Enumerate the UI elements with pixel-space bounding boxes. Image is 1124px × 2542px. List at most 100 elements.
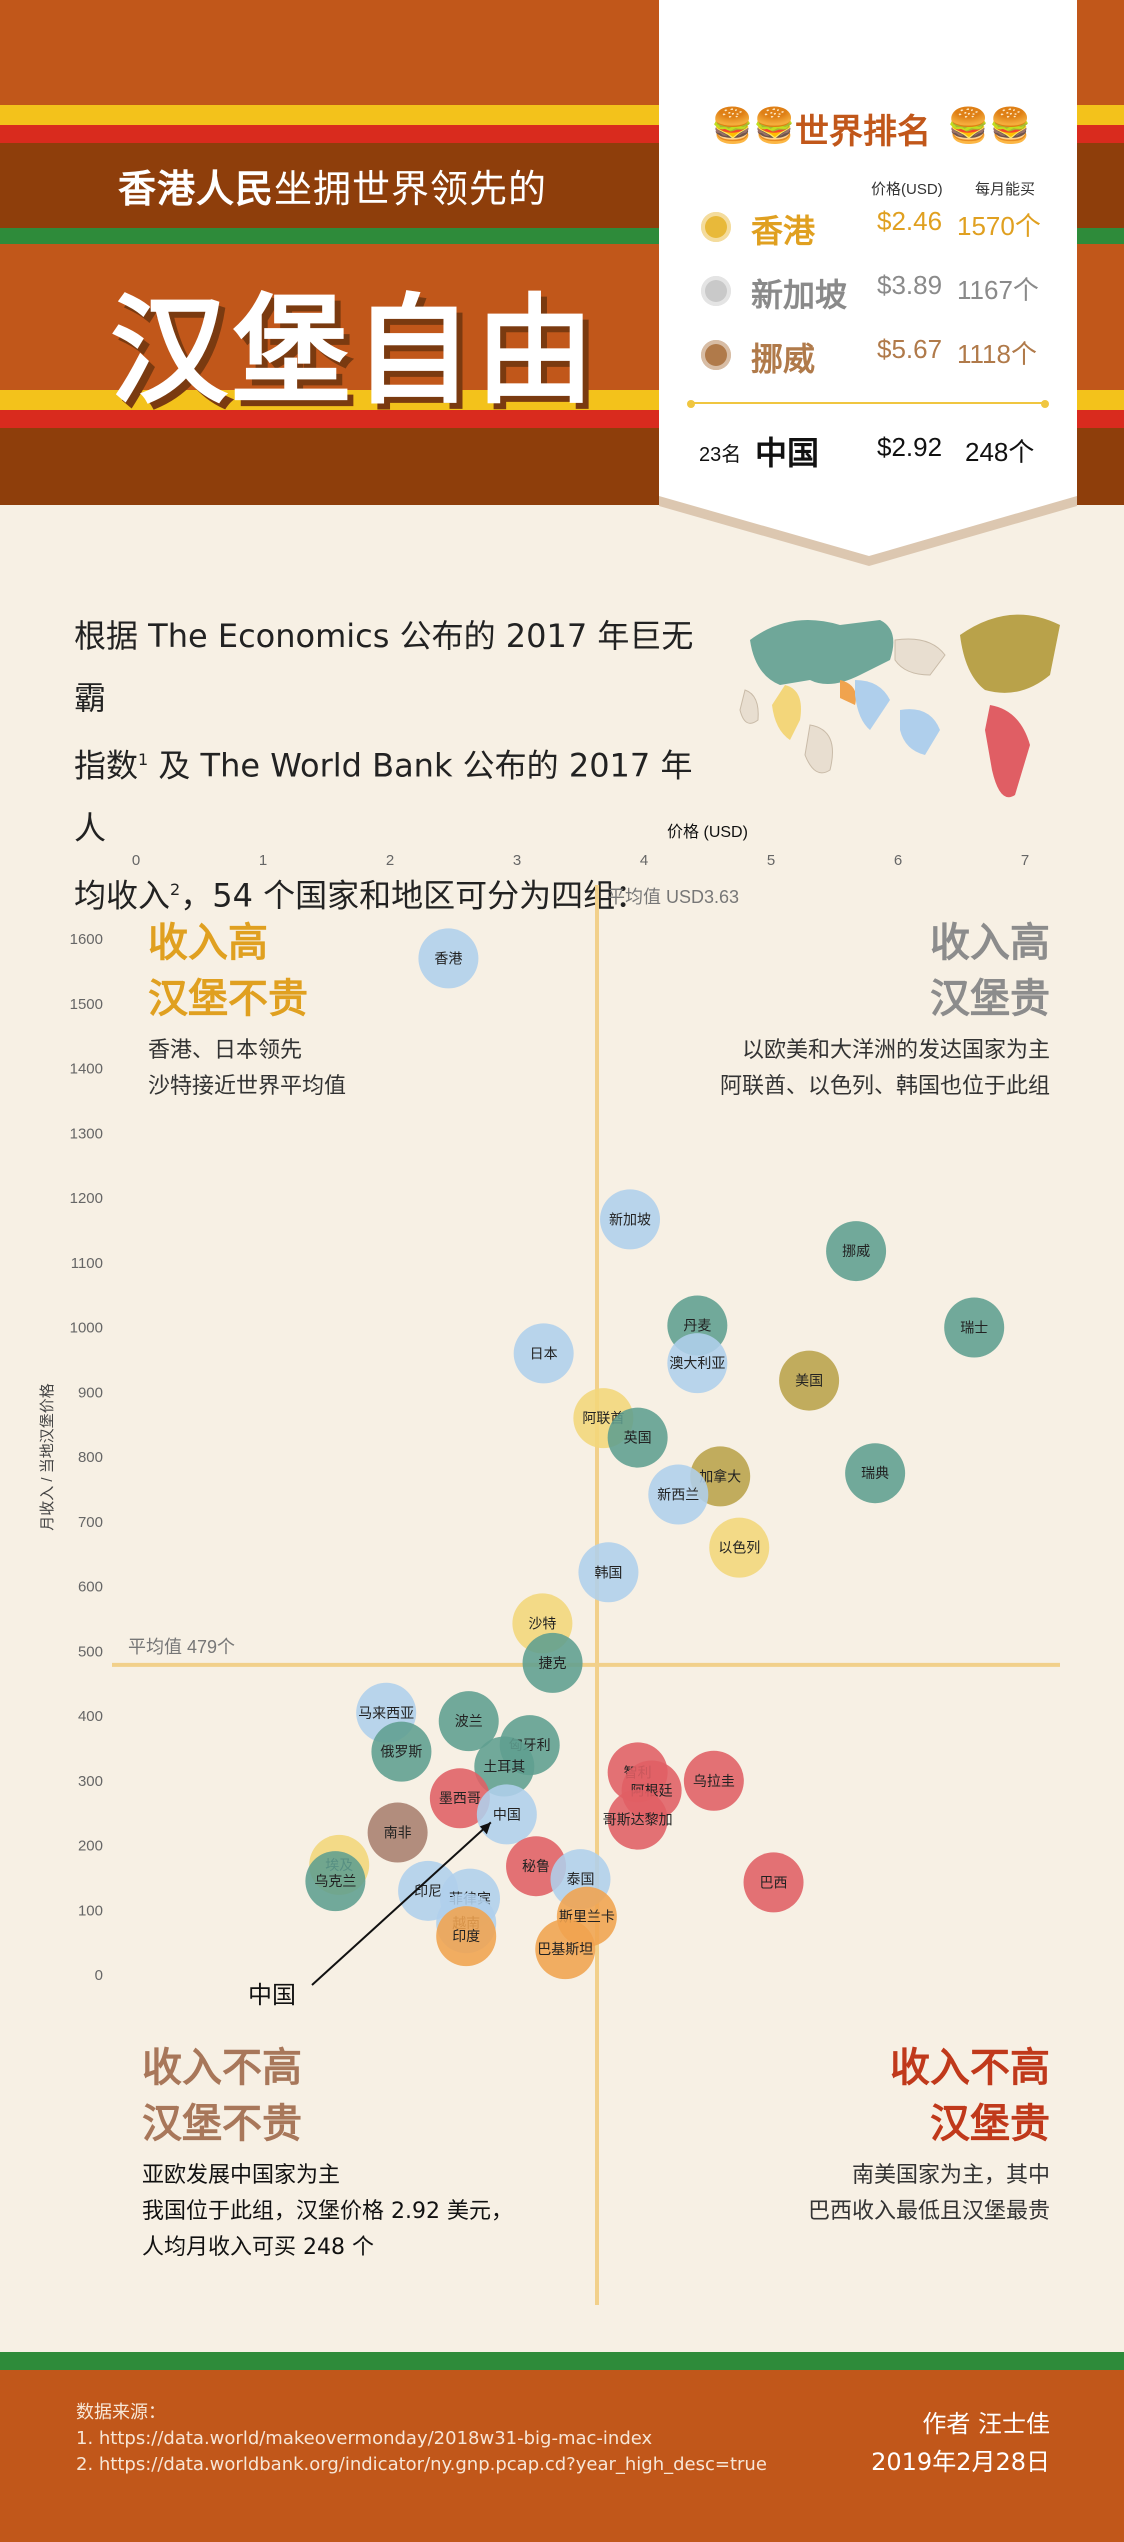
data-point: 以色列: [709, 1517, 770, 1578]
point-label: 以色列: [718, 1540, 760, 1557]
y-tick-label: 200: [78, 1838, 103, 1855]
quadrant-br-title-2: 汉堡贵: [930, 2101, 1050, 2147]
data-point: 新加坡: [600, 1189, 661, 1250]
point-label: 乌拉圭: [693, 1774, 735, 1790]
quadrant-tl-desc-2: 沙特接近世界平均值: [148, 1074, 347, 1099]
author-name: 作者 汪士佳: [922, 2410, 1050, 2438]
point-label: 秘鲁: [522, 1859, 550, 1875]
footer-stripe-green: [0, 2352, 1124, 2370]
china-rank: 23名: [699, 444, 742, 466]
point-label: 土耳其: [483, 1760, 525, 1776]
point-marker: [513, 1323, 574, 1384]
data-point: 乌拉圭: [683, 1750, 744, 1811]
point-marker: [600, 1189, 661, 1250]
ranking-card-pointer: [659, 488, 1077, 566]
point-marker: [607, 1789, 668, 1850]
data-point: 墨西哥: [429, 1768, 490, 1829]
ranking-card: 🍔🍔 世界排名 🍔🍔 价格(USD) 每月能买 香港 $2.46 1570个 新加坡 $…: [659, 0, 1077, 490]
quadrant-br-desc-1: 南美国家为主，其中: [851, 2163, 1050, 2188]
footer-author: 作者 汪士佳 2019年2月28日: [871, 2405, 1050, 2481]
gold-medal-icon: [701, 212, 731, 242]
quadrant-tl-desc: 香港、日本领先 沙特接近世界平均值: [148, 1033, 346, 1105]
y-axis-title: 月收入 / 当地汉堡价格: [39, 1383, 56, 1531]
data-point: 澳大利亚: [667, 1333, 728, 1394]
quadrant-bl-desc-2: 我国位于此组，汉堡价格 2.92 美元，: [142, 2199, 513, 2224]
data-point: 英国: [607, 1407, 668, 1468]
quadrant-tr-title-2: 汉堡贵: [930, 976, 1050, 1022]
point-label: 新西兰: [657, 1488, 699, 1504]
point-label: 英国: [624, 1430, 652, 1447]
intro-line-1: 根据 The Economics 公布的 2017 年巨无霸: [74, 617, 694, 717]
point-label: 香港: [434, 951, 462, 967]
data-point: 韩国: [578, 1542, 639, 1603]
point-label: 哥斯达黎加: [603, 1813, 673, 1829]
y-tick-label: 1100: [71, 1255, 103, 1272]
y-tick-label: 1000: [70, 1320, 103, 1337]
data-point: 哥斯达黎加: [603, 1789, 673, 1850]
point-marker: [667, 1333, 728, 1394]
y-tick-label: 1600: [70, 931, 103, 948]
point-label: 乌克兰: [314, 1874, 356, 1890]
y-tick-label: 600: [78, 1579, 103, 1596]
quadrant-bl-title: 收入不高 汉堡不贵: [142, 2040, 302, 2152]
china-count: 248个: [965, 437, 1035, 467]
point-label: 美国: [795, 1374, 823, 1390]
data-point: 波兰: [438, 1691, 499, 1752]
quadrant-bl-desc: 亚欧发展中国家为主 我国位于此组，汉堡价格 2.92 美元， 人均月收入可买 2…: [142, 2158, 513, 2266]
data-point: 南非: [367, 1802, 428, 1863]
point-label: 沙特: [528, 1616, 556, 1632]
point-marker: [438, 1691, 499, 1752]
point-label: 俄罗斯: [380, 1745, 422, 1761]
point-marker: [648, 1464, 709, 1525]
divider-dot-left: [687, 400, 695, 408]
data-point: 中国: [476, 1784, 537, 1845]
point-label: 印尼: [414, 1884, 442, 1900]
data-point: 香港: [418, 928, 479, 989]
quadrant-tl-desc-1: 香港、日本领先: [148, 1038, 303, 1063]
point-label: 韩国: [594, 1565, 622, 1581]
point-marker: [522, 1632, 583, 1693]
header-subtitle: 香港人民坐拥世界领先的: [118, 167, 548, 211]
ranking-count: 1118个: [957, 339, 1037, 369]
quadrant-bl-title-1: 收入不高: [142, 2045, 302, 2091]
data-point: 新西兰: [648, 1464, 709, 1525]
data-point: 捷克: [522, 1632, 583, 1693]
y-tick-label: 700: [78, 1514, 103, 1531]
scatter-chart: 价格 (USD) 0 1 2 3 4 5 6 7 0 100 200 300 400 500 600 700 80…: [39, 823, 1060, 2305]
quadrant-tr-desc: 以欧美和大洋洲的发达国家为主 阿联酋、以色列、韩国也位于此组: [720, 1033, 1050, 1105]
source-link-1[interactable]: 1. https://data.world/makeovermonday/201…: [76, 2428, 653, 2449]
china-name: 中国: [755, 435, 820, 471]
publish-date: 2019年2月28日: [871, 2448, 1050, 2476]
ranking-name: 挪威: [751, 341, 816, 377]
point-marker: [578, 1542, 639, 1603]
y-tick-label: 1300: [70, 1125, 103, 1142]
intro-text: 根据 The Economics 公布的 2017 年巨无霸 指数1 及 The…: [74, 605, 714, 926]
divider-dot-right: [1041, 400, 1049, 408]
point-marker: [436, 1906, 497, 1967]
point-label: 中国: [493, 1807, 521, 1823]
source-link-2[interactable]: 2. https://data.worldbank.org/indicator/…: [76, 2454, 767, 2475]
point-label: 挪威: [842, 1244, 870, 1260]
quadrant-br-desc: 南美国家为主，其中 巴西收入最低且汉堡最贵: [808, 2158, 1050, 2230]
point-label: 丹麦: [683, 1319, 711, 1335]
quadrant-tl-title-1: 收入高: [148, 920, 268, 966]
x-tick-label: 2: [386, 852, 394, 869]
data-point: 巴基斯坦: [535, 1919, 596, 1980]
quadrant-tr-title-1: 收入高: [930, 920, 1050, 966]
china-price: $2.92: [877, 432, 943, 462]
point-label: 墨西哥: [439, 1791, 481, 1807]
data-point: 日本: [513, 1323, 574, 1384]
point-marker: [367, 1802, 428, 1863]
y-tick-label: 1200: [70, 1190, 103, 1207]
point-marker: [944, 1297, 1005, 1358]
point-label: 捷克: [539, 1656, 567, 1672]
y-tick-label: 1400: [70, 1061, 103, 1078]
y-tick-label: 1500: [70, 996, 103, 1013]
china-annotation-arrow: [311, 1821, 492, 1986]
data-point: 瑞士: [944, 1297, 1005, 1358]
point-label: 日本: [530, 1346, 558, 1362]
point-label: 印度: [452, 1929, 480, 1945]
point-marker: [474, 1736, 535, 1797]
bronze-medal-icon: [701, 340, 731, 370]
point-label: 瑞典: [861, 1466, 889, 1482]
